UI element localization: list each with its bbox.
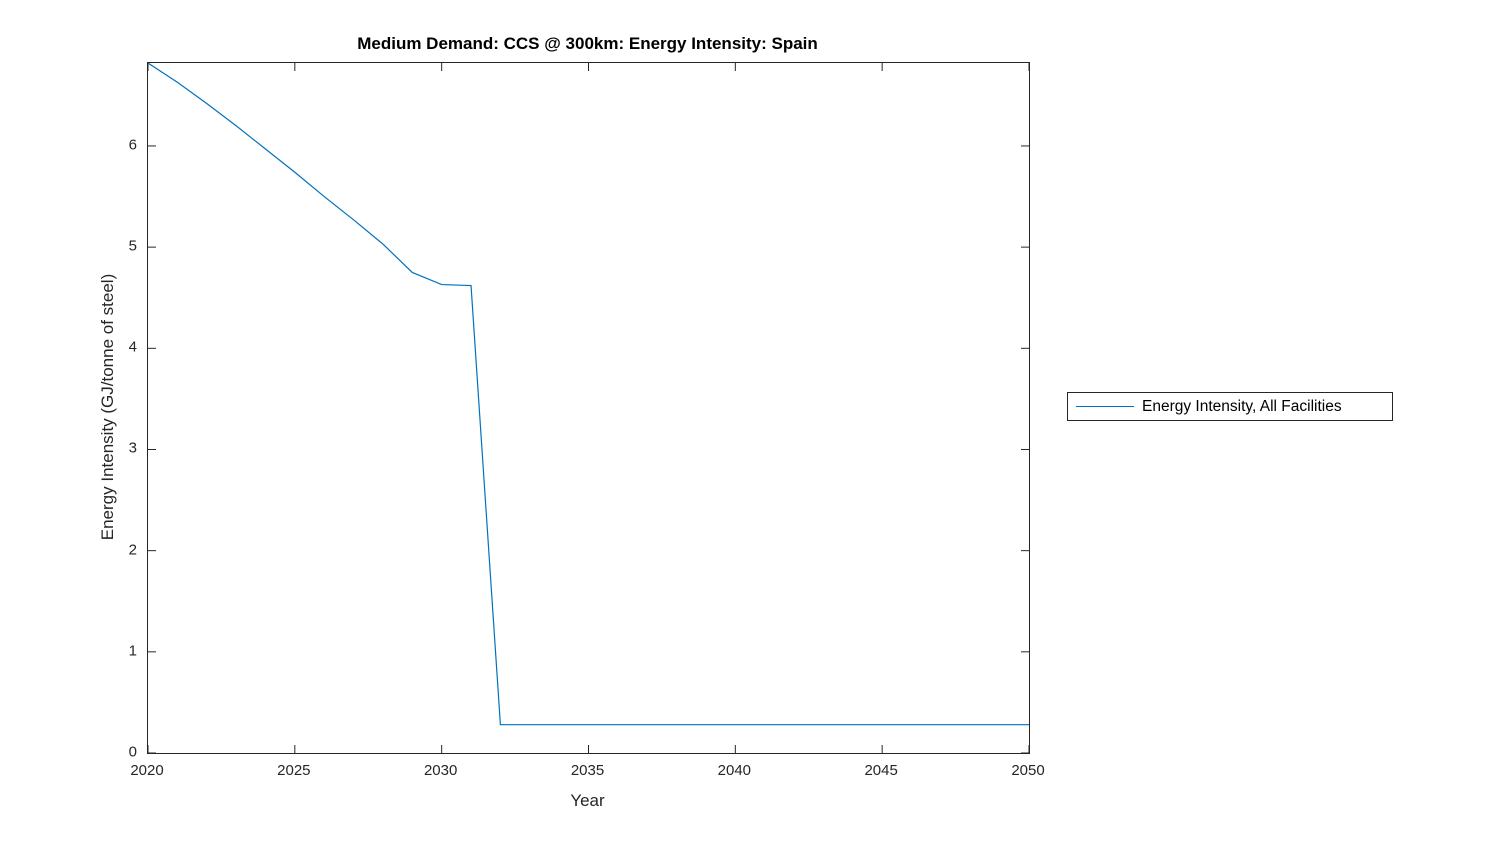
y-tick-label: 2 bbox=[128, 541, 137, 559]
x-tick-label: 2025 bbox=[277, 762, 311, 779]
x-tick-label: 2035 bbox=[570, 762, 605, 779]
legend-line-sample bbox=[1076, 406, 1134, 407]
data-line-series bbox=[148, 63, 1029, 726]
line-chart-svg bbox=[148, 63, 1029, 753]
y-tick-label: 3 bbox=[128, 439, 137, 457]
y-tick-label: 5 bbox=[128, 237, 137, 255]
x-tick-label: 2050 bbox=[1011, 762, 1045, 779]
y-tick-label: 4 bbox=[128, 338, 137, 356]
plot-area bbox=[147, 62, 1030, 754]
legend-entry-label: Energy Intensity, All Facilities bbox=[1142, 397, 1342, 415]
y-axis-title: Energy Intensity (GJ/tonne of steel) bbox=[98, 273, 117, 541]
y-tick-label: 6 bbox=[128, 136, 137, 154]
x-tick-label: 2040 bbox=[717, 762, 752, 779]
chart-title: Medium Demand: CCS @ 300km: Energy Inten… bbox=[357, 34, 818, 53]
x-tick-label: 2030 bbox=[423, 762, 458, 779]
legend-box: Energy Intensity, All Facilities bbox=[1067, 392, 1393, 421]
x-tick-label: 2020 bbox=[130, 762, 164, 779]
x-axis-title: Year bbox=[570, 791, 605, 810]
y-tick-label: 0 bbox=[128, 743, 137, 761]
y-tick-label: 1 bbox=[128, 642, 137, 660]
x-tick-label: 2045 bbox=[864, 762, 898, 779]
